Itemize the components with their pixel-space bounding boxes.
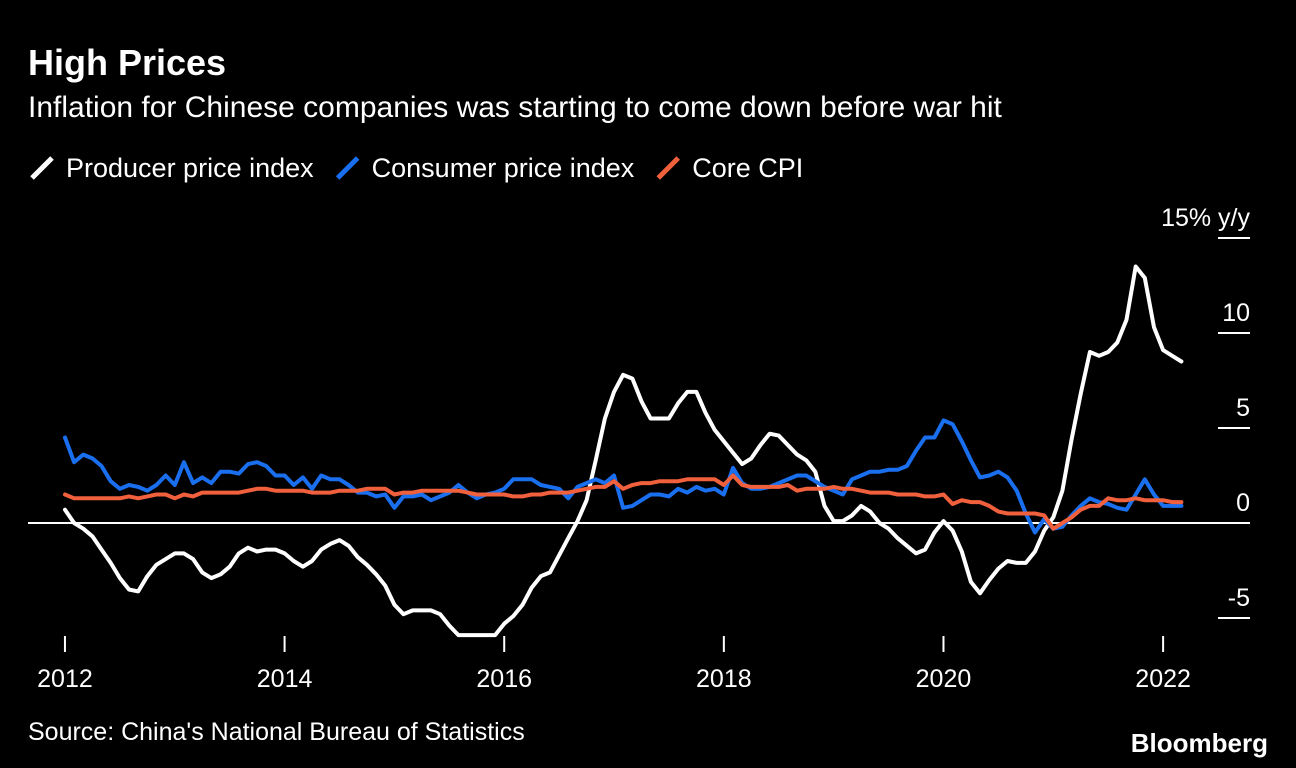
y-tick-label: 0 [1236,489,1250,517]
x-tick-label: 2014 [257,665,313,693]
x-tick-label: 2012 [37,665,93,693]
legend: Producer price index Consumer price index… [30,153,803,183]
y-tick-label: 10 [1222,299,1250,327]
chart-subtitle: Inflation for Chinese companies was star… [28,91,1002,124]
legend-label: Producer price index [66,153,314,183]
series-line [63,418,1184,535]
legend-swatch [335,156,360,180]
series-line [63,264,1184,638]
credit: Bloomberg [1131,728,1268,758]
legend-swatch [30,156,54,180]
x-tick-label: 2020 [916,665,972,693]
y-tick-label: 5 [1236,394,1250,422]
series-line [63,473,1184,531]
y-tick-label: 15% y/y [1161,204,1250,232]
x-tick-label: 2016 [476,665,532,693]
x-tick-label: 2022 [1135,665,1191,693]
x-tick-label: 2018 [696,665,752,693]
source: Source: China's National Bureau of Stati… [28,718,525,746]
y-tick-label: -5 [1228,584,1250,612]
legend-label: Core CPI [692,153,803,183]
plot: -5 0 5 10 15% y/y 2012 2014 2016 2018 2020 2022 [28,204,1250,693]
legend-label: Consumer price index [372,153,635,183]
chart-title: High Prices [28,42,226,83]
legend-swatch [656,156,681,180]
